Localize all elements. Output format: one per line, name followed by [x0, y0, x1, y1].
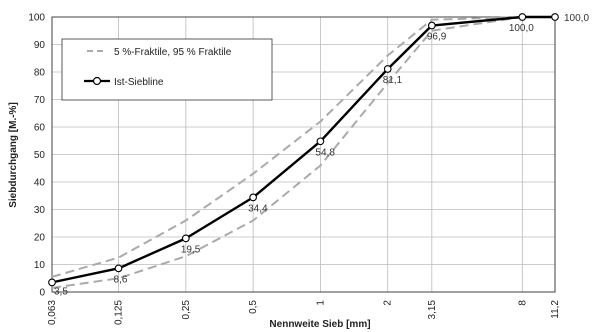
y-tick-label: 100 — [28, 13, 45, 24]
data-label: 100,0 — [564, 13, 589, 24]
y-tick-label: 50 — [34, 150, 46, 161]
x-tick-label: 8 — [517, 300, 528, 306]
x-tick-label: 0,125 — [114, 300, 125, 325]
y-tick-label: 10 — [34, 260, 46, 271]
data-label: 3,5 — [54, 286, 68, 297]
y-tick-label: 40 — [34, 178, 46, 189]
data-label: 34,4 — [248, 203, 268, 214]
x-tick-label: 0,25 — [181, 300, 192, 320]
x-tick-label: 0,063 — [47, 300, 58, 325]
legend-box — [61, 38, 273, 101]
data-point — [427, 21, 436, 30]
y-tick-label: 90 — [34, 40, 46, 51]
legend: 5 %-Fraktile, 95 % Fraktile Ist-Siebline — [61, 38, 273, 101]
data-point — [114, 264, 123, 273]
y-tick-label: 60 — [34, 123, 46, 134]
data-point — [316, 137, 325, 146]
legend-label-ist: Ist-Siebline — [114, 77, 164, 88]
plot-border — [51, 16, 556, 293]
x-tick-label: 3,15 — [427, 300, 438, 320]
data-label: 54,8 — [315, 147, 335, 158]
fractile-line — [51, 16, 523, 278]
x-axis-title: Nennweite Sieb [mm] — [269, 319, 370, 330]
legend-label-fractiles: 5 %-Fraktile, 95 % Fraktile — [114, 47, 232, 58]
y-axis-title: Siebdurchgang [M.-%] — [8, 102, 19, 208]
y-tick-label: 0 — [39, 288, 45, 299]
data-label: 8,6 — [114, 274, 128, 285]
legend-marker — [92, 76, 102, 86]
data-point — [48, 278, 56, 287]
data-labels: 3,5 8,6 19,5 34,4 54,8 81,1 96,9 100,0 100,0 — [54, 13, 589, 297]
y-tick-label: 20 — [34, 233, 46, 244]
data-label: 19,5 — [181, 244, 201, 255]
data-label: 100,0 — [509, 23, 534, 34]
x-tick-label: 1 — [315, 300, 326, 306]
data-point — [551, 13, 559, 21]
data-point — [249, 193, 257, 202]
data-label: 96,9 — [427, 32, 447, 43]
fractile-line — [51, 16, 523, 289]
data-point — [181, 234, 190, 243]
data-point — [383, 65, 392, 73]
y-axis-ticks: 0 10 20 30 40 50 60 70 80 90 100 — [28, 13, 45, 299]
x-tick-label: 11,2 — [550, 300, 561, 319]
data-points — [48, 13, 559, 287]
x-tick-label: 2 — [383, 300, 394, 306]
x-tick-label: 0,5 — [248, 300, 259, 314]
y-tick-label: 70 — [34, 95, 46, 106]
y-tick-label: 30 — [34, 205, 46, 216]
data-label: 81,1 — [383, 75, 403, 86]
x-axis-ticks: 0,063 0,125 0,25 0,5 1 2 3,15 8 11,2 — [47, 300, 561, 325]
y-tick-label: 80 — [34, 68, 46, 79]
data-point — [518, 13, 527, 21]
plot-frame — [51, 16, 556, 293]
